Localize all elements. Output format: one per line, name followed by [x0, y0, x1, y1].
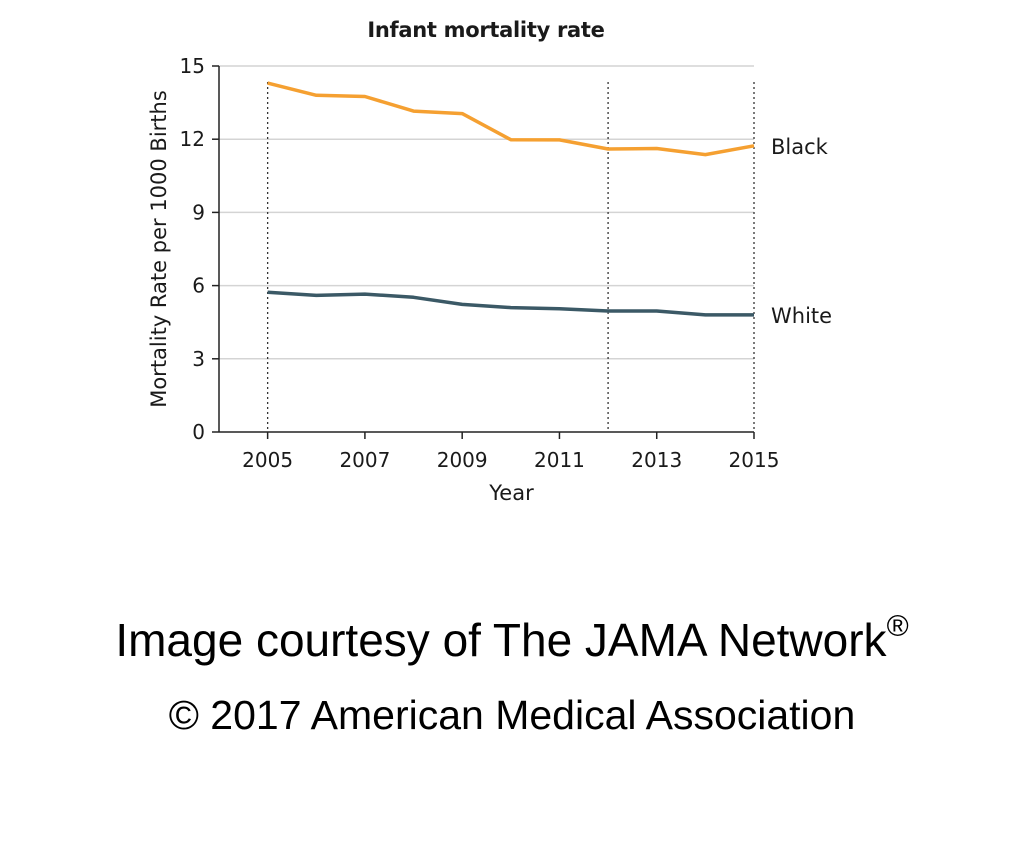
- copyright-notice: © 2017 American Medical Association: [168, 692, 856, 738]
- x-axis-title: Year: [488, 481, 534, 505]
- x-tick-label: 2013: [631, 448, 682, 472]
- series-line-white: [267, 290, 754, 317]
- x-tick-label: 2005: [242, 448, 293, 472]
- y-axis-title: Mortality Rate per 1000 Births: [147, 90, 171, 408]
- credit-text: Image courtesy of The JAMA Network: [115, 614, 887, 666]
- y-tick-label: 15: [180, 54, 205, 78]
- y-tick-label: 0: [192, 420, 205, 444]
- series-line-black: [267, 81, 755, 157]
- x-tick-label: 2015: [729, 448, 780, 472]
- line-chart: 0 3 6 9 12 15 2005 2007 2009 2011 2013 2015 Year Mort…: [147, 54, 832, 505]
- y-tick-label: 6: [192, 274, 205, 298]
- series-label-black: Black: [771, 135, 829, 159]
- series-label-white: White: [771, 304, 832, 328]
- y-tick-label: 9: [192, 200, 205, 224]
- x-tick-label: 2009: [437, 448, 488, 472]
- y-tick-label: 3: [192, 347, 205, 371]
- chart-title: Infant mortality rate: [367, 18, 605, 42]
- registered-mark: ®: [886, 610, 909, 643]
- y-tick-label: 12: [180, 127, 205, 151]
- image-credit: Image courtesy of The JAMA Network®: [0, 610, 1024, 667]
- x-tick-label: 2007: [339, 448, 390, 472]
- x-tick-label: 2011: [534, 448, 585, 472]
